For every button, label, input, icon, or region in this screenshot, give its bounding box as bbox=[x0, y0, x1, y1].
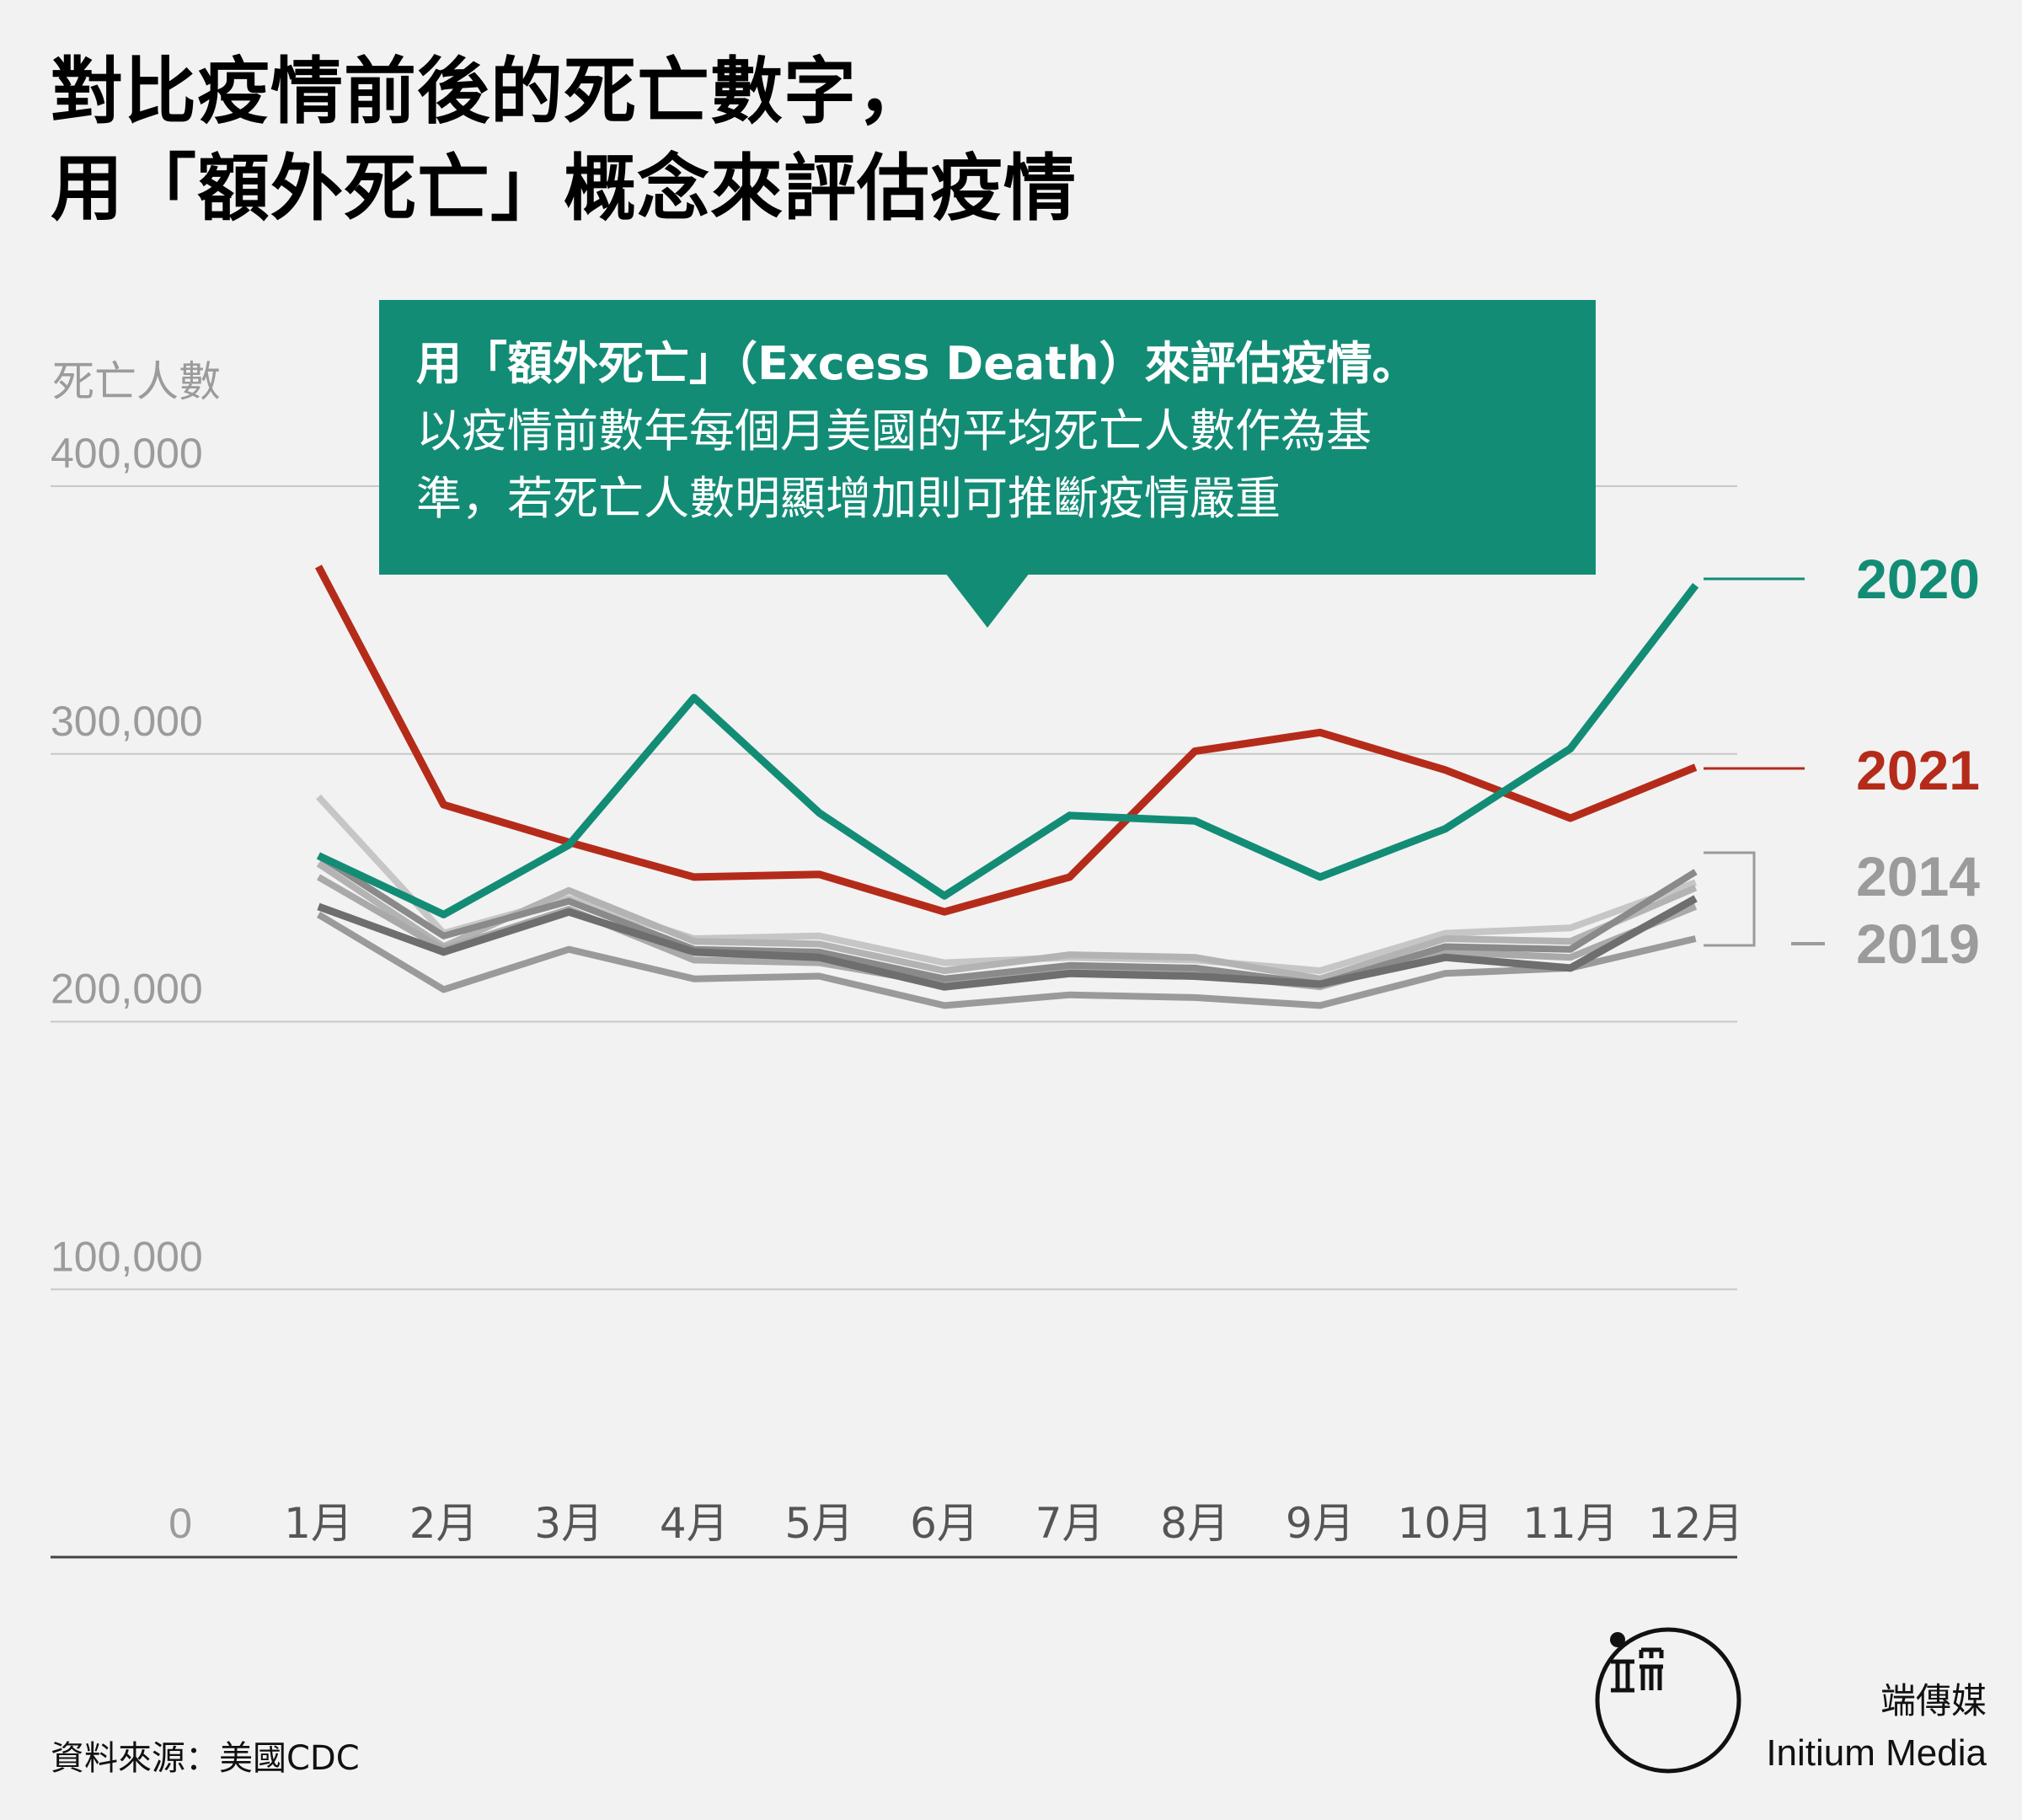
legend-label-2021: 2021 bbox=[1856, 739, 1980, 801]
x-tick-label: 5月 bbox=[784, 1499, 853, 1548]
x-tick-label: 4月 bbox=[660, 1499, 729, 1548]
callout-pointer bbox=[945, 573, 1030, 628]
excess-death-callout: 用「額外死亡」（Excess Death）來評估疫情。 以疫情前數年每個月美國的… bbox=[379, 300, 1596, 575]
x-tick-label: 3月 bbox=[534, 1499, 603, 1548]
series-line-2019 bbox=[317, 895, 1698, 991]
initium-logo-icon bbox=[1595, 1627, 1741, 1774]
x-tick-label: 10月 bbox=[1398, 1499, 1494, 1548]
y-axis-title: 死亡人數 bbox=[52, 357, 221, 406]
legend-label-2020: 2020 bbox=[1856, 548, 1980, 610]
y-tick-label: 0 bbox=[168, 1500, 192, 1547]
series-line-2021 bbox=[315, 565, 1698, 916]
series-line-2020 bbox=[317, 582, 1699, 918]
series-lines bbox=[315, 565, 1699, 1009]
x-tick-label: 1月 bbox=[284, 1499, 353, 1548]
title-line-2: 用「額外死亡」概念來評估疫情 bbox=[51, 147, 1077, 231]
data-source: 資料來源：美國CDC bbox=[51, 1739, 360, 1778]
callout-text-line-2: 準，若死亡人數明顯增加則可推斷疫情嚴重 bbox=[416, 472, 1281, 525]
legend-label-2019: 2019 bbox=[1856, 913, 1980, 975]
x-tick-label: 12月 bbox=[1648, 1499, 1744, 1548]
title-line-1: 對比疫情前後的死亡數字， bbox=[51, 50, 930, 134]
y-tick-label: 300,000 bbox=[51, 698, 203, 745]
legend-label-2014: 2014 bbox=[1856, 845, 1980, 907]
y-axis-ticks: 0 100,000 200,000 300,000 400,000 bbox=[51, 430, 203, 1547]
gridlines bbox=[51, 485, 1737, 1291]
x-tick-label: 9月 bbox=[1286, 1499, 1355, 1548]
brand-name-chinese: 端傳媒 bbox=[1880, 1680, 1987, 1721]
series-line-2018 bbox=[316, 853, 1698, 988]
y-tick-label: 400,000 bbox=[51, 430, 203, 477]
y-tick-label: 200,000 bbox=[51, 966, 203, 1013]
x-axis-ticks: 1月 2月 3月 4月 5月 6月 7月 8月 9月 10月 11月 12月 bbox=[284, 1499, 1743, 1548]
legend-bracket-2014-2019 bbox=[1704, 851, 1756, 947]
callout-headline: 用「額外死亡」（Excess Death）來評估疫情。 bbox=[416, 337, 1418, 390]
y-tick-label: 100,000 bbox=[51, 1233, 203, 1280]
x-tick-label: 6月 bbox=[910, 1499, 979, 1548]
series-line-2016 bbox=[316, 911, 1697, 1009]
brand-name-english: Initium Media bbox=[1766, 1732, 1987, 1774]
callout-text-line-1: 以疫情前數年每個月美國的平均死亡人數作為基 bbox=[416, 404, 1372, 458]
x-tick-label: 8月 bbox=[1160, 1499, 1229, 1548]
chart-title: 對比疫情前後的死亡數字， 用「額外死亡」概念來評估疫情 bbox=[51, 44, 1077, 238]
series-line-2015 bbox=[316, 860, 1698, 982]
x-tick-label: 7月 bbox=[1035, 1499, 1105, 1548]
x-tick-label: 11月 bbox=[1522, 1499, 1618, 1548]
x-tick-label: 2月 bbox=[409, 1499, 479, 1548]
